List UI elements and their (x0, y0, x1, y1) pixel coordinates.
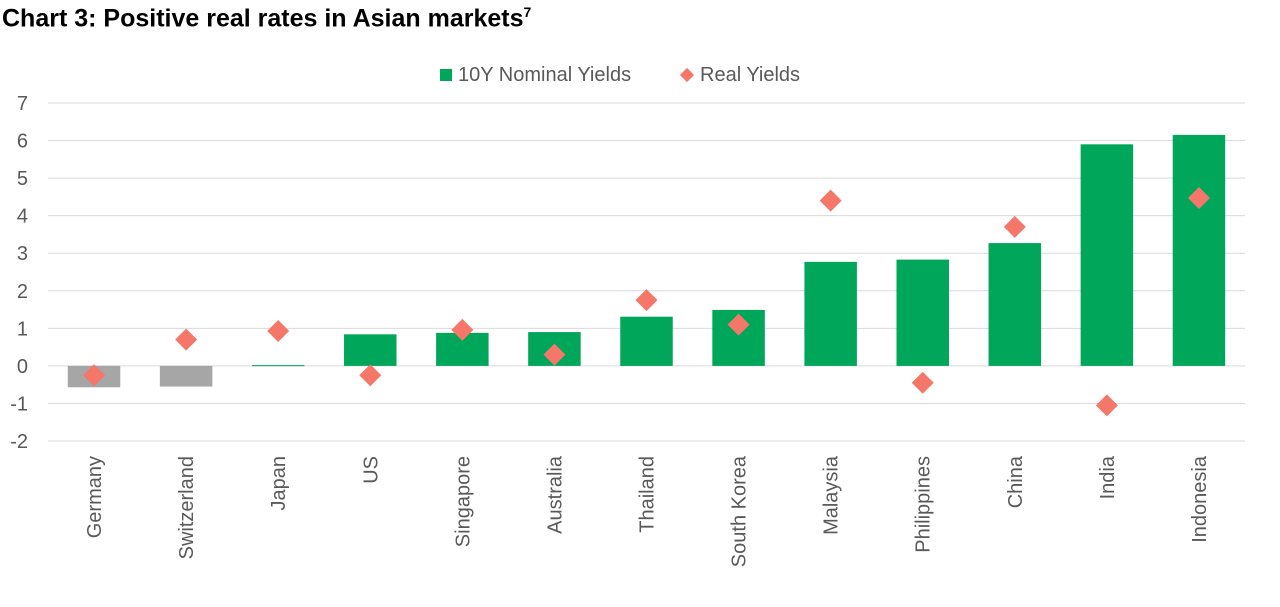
chart-title: Chart 3: Positive real rates in Asian ma… (2, 4, 531, 33)
x-category-label: Thailand (637, 456, 659, 533)
legend-label-nominal: 10Y Nominal Yields (458, 63, 632, 86)
y-tick-label: 3 (17, 243, 28, 265)
marker-real-yield (1095, 394, 1118, 417)
bar-nominal-yield (988, 243, 1042, 366)
x-category-label: Singapore (452, 456, 474, 547)
marker-real-yield (635, 289, 658, 312)
bar-nominal-yield (159, 365, 213, 387)
marker-real-yield (267, 319, 290, 342)
y-tick-label: 7 (17, 93, 28, 115)
marker-real-yield (175, 328, 198, 351)
bar-nominal-yield (896, 259, 949, 366)
x-category-label: India (1097, 455, 1119, 499)
legend-label-real: Real Yields (700, 63, 801, 86)
legend-item-nominal: 10Y Nominal Yields (440, 60, 631, 90)
chart-title-text: Chart 3: Positive real rates in Asian ma… (2, 4, 524, 33)
bar-nominal-yield (804, 261, 857, 366)
marker-real-yield (83, 364, 106, 387)
x-category-label: Switzerland (176, 456, 198, 559)
legend-swatch-bar (440, 69, 452, 81)
y-tick-label: -1 (10, 393, 28, 415)
x-category-label: Japan (268, 456, 290, 511)
legend-item-real: Real Yields (679, 60, 801, 90)
x-category-label: Germany (84, 456, 106, 538)
marker-real-yield (1187, 187, 1210, 210)
y-tick-label: 0 (17, 356, 28, 378)
marker-real-yield (819, 189, 842, 212)
x-category-label: Australia (544, 455, 566, 534)
bar-nominal-yield (1080, 144, 1134, 366)
y-tick-label: 4 (17, 206, 28, 228)
chart-title-footnote: 7 (523, 4, 532, 20)
marker-real-yield (451, 318, 474, 341)
y-tick-label: 6 (17, 131, 28, 153)
x-category-label: Indonesia (1189, 455, 1211, 543)
bar-nominal-yield (620, 316, 673, 366)
x-category-label: South Korea (729, 455, 751, 567)
marker-real-yield (1003, 215, 1026, 238)
y-tick-label: 5 (17, 168, 28, 190)
marker-real-yield (359, 364, 382, 387)
y-tick-label: 1 (17, 318, 28, 340)
y-tick-label: -2 (10, 431, 28, 453)
x-category-label: Malaysia (821, 455, 843, 535)
marker-real-yield (727, 313, 750, 336)
x-category-label: China (1005, 455, 1027, 508)
bar-nominal-yield (344, 334, 397, 366)
legend: 10Y Nominal Yields Real Yields (0, 60, 1280, 90)
x-category-label: US (360, 456, 382, 484)
marker-real-yield (911, 371, 934, 394)
x-category-label: Philippines (913, 456, 935, 553)
bar-nominal-yield (251, 365, 305, 367)
bar-nominal-yield (1172, 134, 1226, 366)
marker-real-yield (543, 343, 566, 366)
y-tick-label: 2 (17, 281, 28, 303)
